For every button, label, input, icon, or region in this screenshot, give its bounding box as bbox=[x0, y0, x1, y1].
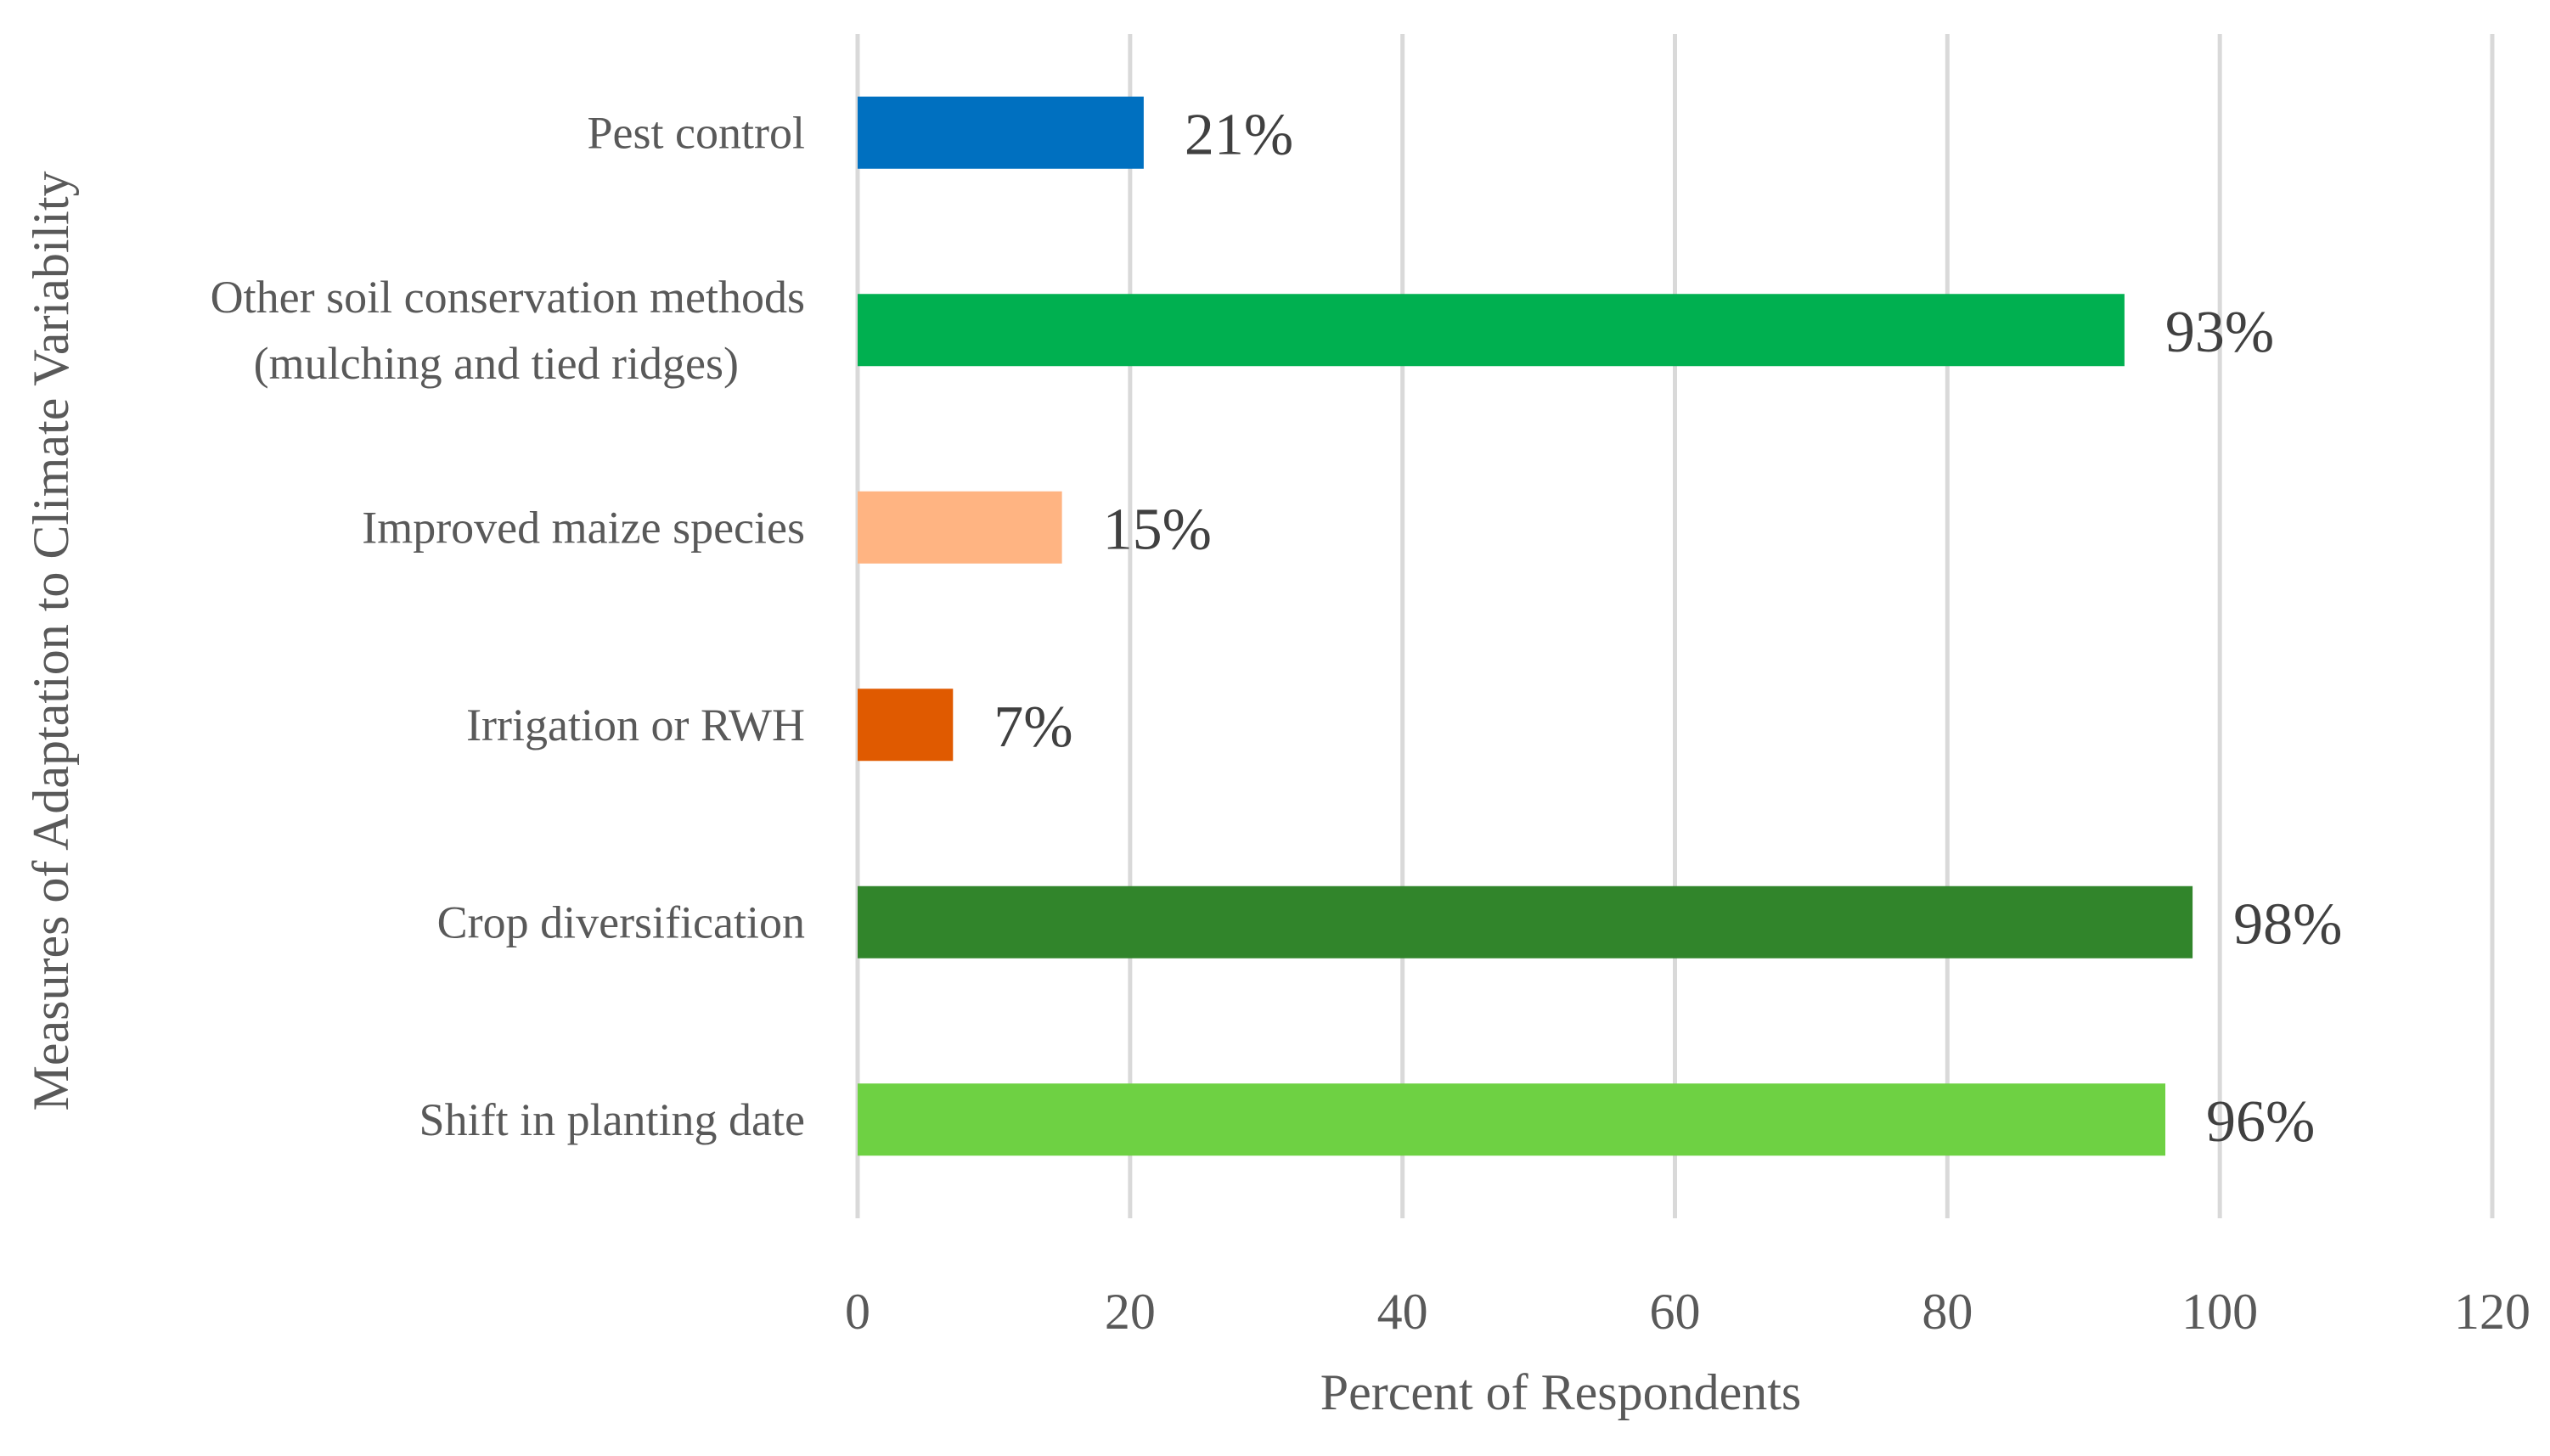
data-label: 98% bbox=[2233, 891, 2342, 957]
x-tick-label: 100 bbox=[2181, 1284, 2258, 1340]
bar bbox=[858, 294, 2125, 367]
bar bbox=[858, 1083, 2165, 1156]
x-tick-labels: 0 20 40 60 80 100 120 bbox=[845, 1284, 2530, 1340]
category-label: Irrigation or RWH bbox=[466, 700, 805, 750]
category-label: Other soil conservation methods bbox=[211, 272, 805, 323]
category-label: Pest control bbox=[588, 107, 805, 158]
bar bbox=[858, 96, 1144, 169]
bar bbox=[858, 491, 1062, 564]
x-tick-label: 0 bbox=[845, 1284, 870, 1340]
bars bbox=[858, 96, 2193, 1156]
y-axis-title: Measures of Adaptation to Climate Variab… bbox=[23, 171, 79, 1110]
data-label: 7% bbox=[994, 694, 1072, 760]
x-tick-label: 80 bbox=[1922, 1284, 1973, 1340]
x-tick-label: 40 bbox=[1377, 1284, 1428, 1340]
gridlines bbox=[855, 34, 2495, 1218]
x-tick-label: 120 bbox=[2454, 1284, 2530, 1340]
category-label: Improved maize species bbox=[362, 502, 805, 553]
x-tick-label: 60 bbox=[1650, 1284, 1701, 1340]
bar bbox=[858, 885, 2193, 958]
category-label: Shift in planting date bbox=[419, 1094, 805, 1145]
data-label: 15% bbox=[1103, 497, 1212, 562]
data-label: 96% bbox=[2206, 1089, 2315, 1155]
x-tick-label: 20 bbox=[1105, 1284, 1156, 1340]
data-labels: 21% 93% 15% 7% 98% 96% bbox=[994, 102, 2342, 1155]
x-axis-title: Percent of Respondents bbox=[1320, 1364, 1802, 1420]
category-label: (mulching and tied ridges) bbox=[254, 338, 739, 389]
data-label: 21% bbox=[1185, 102, 1293, 167]
category-label: Crop diversification bbox=[437, 897, 805, 947]
bar bbox=[858, 689, 954, 762]
category-labels: Pest control Other soil conservation meth… bbox=[211, 107, 805, 1145]
data-label: 93% bbox=[2165, 300, 2274, 365]
